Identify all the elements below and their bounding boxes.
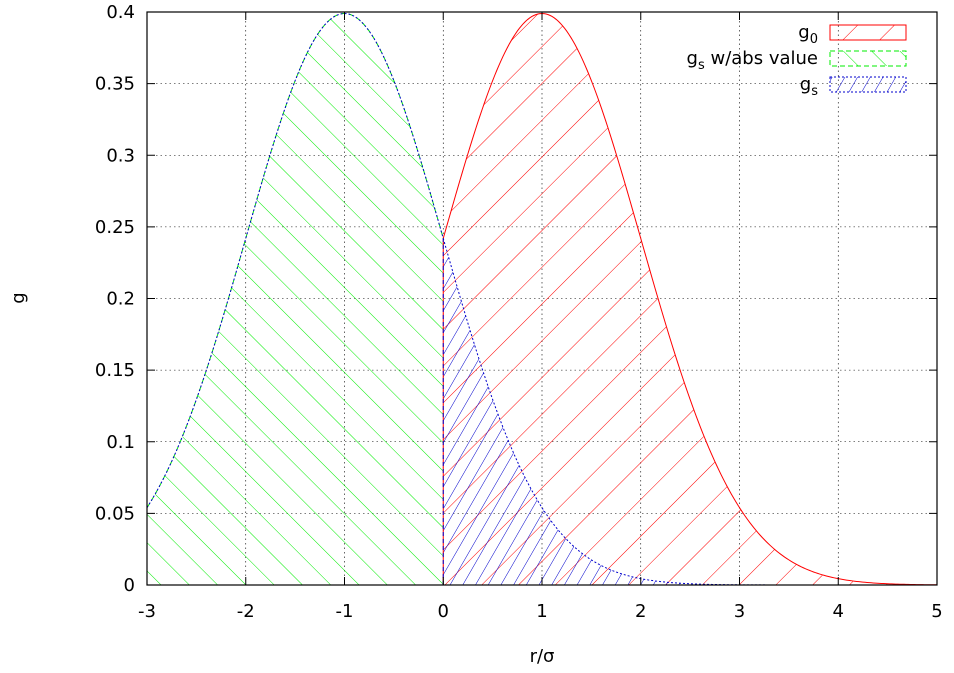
x-tick-label: 2: [635, 601, 646, 622]
legend-swatch: [829, 76, 907, 93]
legend-label: gs: [800, 74, 818, 99]
x-tick-label: 3: [734, 601, 745, 622]
gs-area: [443, 238, 937, 585]
x-axis-ticks: -3 -2 -1 0 1 2 3 4 5: [138, 12, 943, 622]
x-tick-label: -3: [138, 601, 156, 622]
legend-swatch: [829, 50, 907, 67]
y-tick-label: 0.3: [106, 145, 135, 166]
legend-swatch: [829, 24, 907, 41]
y-axis-label: g: [8, 292, 29, 303]
gs-abs-area: [147, 13, 444, 585]
y-tick-label: 0.15: [95, 360, 135, 381]
y-tick-label: 0: [124, 575, 135, 596]
y-tick-label: 0.2: [106, 289, 135, 310]
x-tick-label: 1: [536, 601, 547, 622]
x-tick-label: -2: [237, 601, 255, 622]
area-fills: [147, 13, 937, 585]
y-tick-label: 0.35: [95, 74, 135, 95]
x-tick-label: 5: [931, 601, 942, 622]
g0-area: [443, 13, 937, 585]
y-axis-ticks: 0 0.05 0.1 0.15 0.2 0.25 0.3 0.35 0.4: [95, 2, 937, 596]
y-tick-label: 0.4: [106, 2, 135, 23]
y-tick-label: 0.1: [106, 432, 135, 453]
g0-line: [442, 13, 937, 585]
legend-label: g0: [798, 22, 818, 47]
series-lines: [147, 13, 937, 585]
gs-abs-line: [147, 13, 444, 508]
y-tick-label: 0.25: [95, 217, 135, 238]
x-tick-label: -1: [336, 601, 354, 622]
x-tick-label: 4: [833, 601, 844, 622]
x-axis-label: r/σ: [530, 646, 555, 667]
legend-label: gs w/abs value: [687, 48, 818, 73]
y-tick-label: 0.05: [95, 503, 135, 524]
x-tick-label: 0: [438, 601, 449, 622]
